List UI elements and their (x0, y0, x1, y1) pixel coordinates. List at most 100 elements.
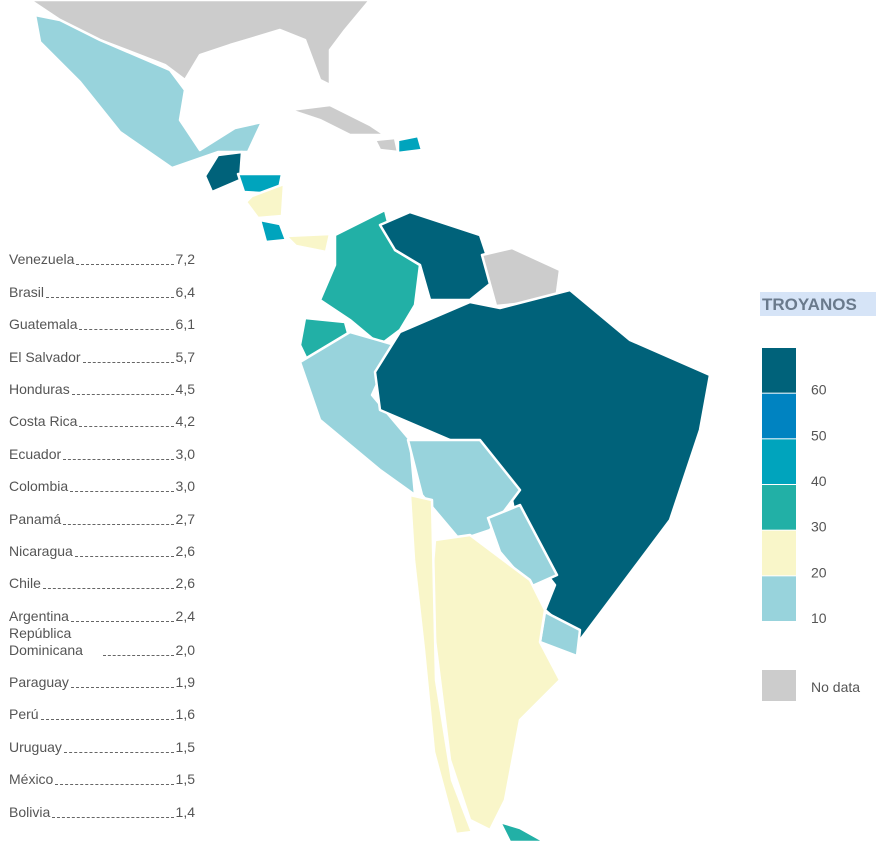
ranking-row: Perú 1,6 (9, 691, 195, 723)
legend-swatch (762, 530, 796, 576)
country-name: Uruguay (9, 738, 62, 755)
bolivia (406, 438, 522, 542)
country-value: 6,1 (175, 316, 195, 333)
panama (284, 232, 332, 254)
paraguay (486, 503, 559, 589)
venezuela (378, 210, 497, 302)
country-name: Guatemala (9, 316, 78, 333)
ranking-row: El Salvador 5,7 (9, 333, 195, 365)
country-value: 7,2 (175, 251, 195, 268)
country-value: 5,7 (175, 348, 195, 365)
country-name: Colombia (9, 478, 69, 495)
ranking-row: Honduras 4,5 (9, 366, 195, 398)
nicaragua (244, 182, 286, 220)
legend-swatch (762, 348, 796, 393)
leader-line (79, 329, 174, 331)
country-value: 4,5 (175, 380, 195, 397)
legend-tick-label: 40 (811, 473, 827, 489)
country-name: Chile (9, 575, 41, 592)
ranking-row: Venezuela 7,2 (9, 236, 195, 268)
leader-line (55, 784, 174, 786)
country-name: Perú (9, 706, 39, 723)
leader-line (79, 426, 174, 428)
country-value: 4,2 (175, 413, 195, 430)
country-name: Venezuela (9, 251, 75, 268)
ranking-row: Brasil 6,4 (9, 268, 195, 300)
country-value: 1,4 (175, 803, 195, 820)
legend-tick-label: 30 (811, 519, 827, 535)
guatemala (203, 150, 244, 194)
ranking-row: Uruguay 1,5 (9, 723, 195, 755)
country-name: Brasil (9, 283, 45, 300)
leader-line (63, 523, 174, 525)
leader-line (46, 296, 174, 298)
legend-swatch (762, 393, 796, 439)
no-data-swatch (762, 670, 796, 701)
ranking-row: Chile 2,6 (9, 560, 195, 592)
legend-tick-label: 60 (811, 382, 827, 398)
country-value: 2,4 (175, 607, 195, 624)
ranking-row: Costa Rica 4,2 (9, 398, 195, 430)
leader-line (52, 816, 174, 818)
chile (408, 493, 474, 836)
ranking-row: Paraguay 1,9 (9, 659, 195, 691)
ranking-row: Nicaragua 2,6 (9, 528, 195, 560)
leader-line (76, 264, 174, 266)
cuba (288, 103, 387, 137)
legend-swatch (762, 485, 796, 530)
country-name: Panamá (9, 510, 62, 527)
ranking-row: República Dominicana 2,0 (9, 625, 195, 659)
country-value: 1,6 (175, 706, 195, 723)
ranking-row: Argentina 2,4 (9, 592, 195, 624)
country-name: México (9, 771, 54, 788)
ranking-row: Ecuador 3,0 (9, 430, 195, 462)
guianas (480, 246, 562, 308)
leader-line (103, 654, 174, 656)
dominican-republic (396, 134, 424, 155)
country-name: Bolivia (9, 803, 51, 820)
leader-line (74, 555, 174, 557)
country-name: Costa Rica (9, 413, 78, 430)
country-value: 1,5 (175, 771, 195, 788)
argentina (428, 533, 562, 832)
leader-line (40, 719, 174, 721)
country-value: 2,6 (175, 542, 195, 559)
country-value: 6,4 (175, 283, 195, 300)
leader-line (63, 751, 174, 753)
country-value: 2,6 (175, 575, 195, 592)
country-value: 1,9 (175, 674, 195, 691)
legend-tick-label: 20 (811, 564, 827, 580)
legend-title: TROYANOS (762, 295, 857, 314)
leader-line (70, 687, 174, 689)
ranking-row: Guatemala 6,1 (9, 301, 195, 333)
country-name: Nicaragua (9, 542, 73, 559)
country-value: 1,5 (175, 738, 195, 755)
legend-tick-label: 50 (811, 427, 827, 443)
leader-line (42, 588, 174, 590)
legend-tick-label: 10 (811, 610, 827, 626)
leader-line (70, 491, 174, 493)
legend-swatch (762, 576, 796, 621)
ranking-row: México 1,5 (9, 756, 195, 788)
ranking-list: Venezuela 7,2 Brasil 6,4 Guatemala 6,1 El Salv… (9, 236, 195, 821)
country-value: 3,0 (175, 445, 195, 462)
country-value: 2,0 (175, 641, 195, 658)
costa-rica (258, 218, 288, 244)
country-value: 2,7 (175, 510, 195, 527)
ranking-row: Panamá 2,7 (9, 495, 195, 527)
leader-line (70, 620, 174, 622)
country-name: Ecuador (9, 445, 62, 462)
country-name: República Dominicana (9, 624, 83, 658)
legend-title-bg (760, 292, 876, 316)
leader-line (63, 458, 174, 460)
country-name: El Salvador (9, 348, 81, 365)
country-name: Paraguay (9, 674, 69, 691)
no-data-label: No data (811, 679, 860, 695)
leader-line (71, 393, 174, 395)
leader-line (82, 361, 174, 363)
ranking-row: Colombia 3,0 (9, 463, 195, 495)
legend-swatch (762, 439, 796, 484)
tierra-del-fuego (498, 820, 547, 844)
